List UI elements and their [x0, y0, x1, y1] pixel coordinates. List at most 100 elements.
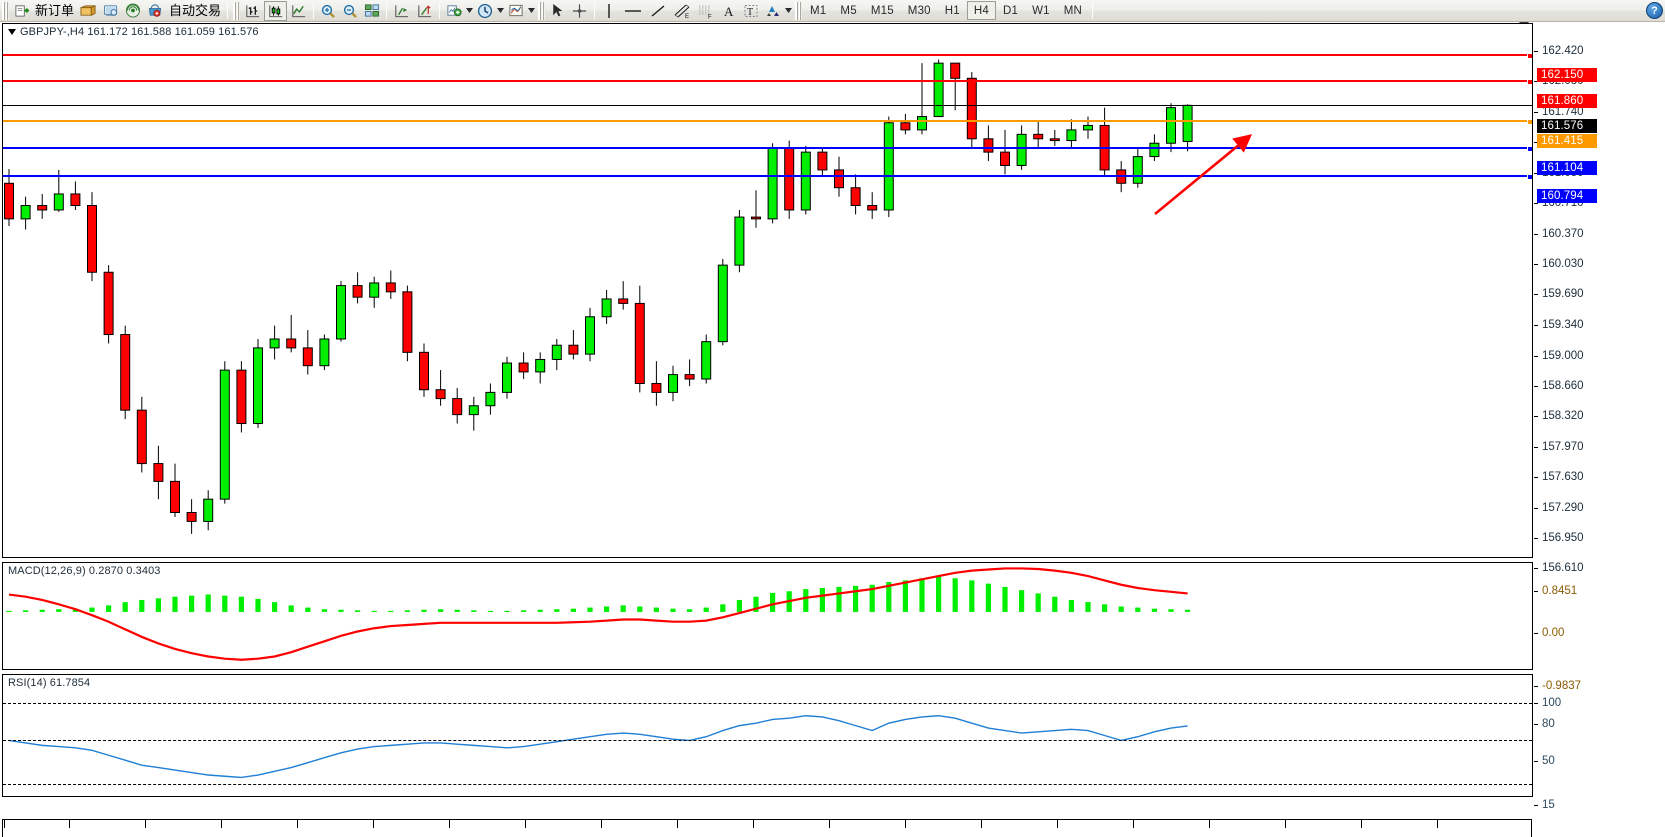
main-toolbar[interactable]: 新订单 自动交易: [0, 0, 1665, 22]
price-level-line-162.150[interactable]: [3, 53, 1532, 60]
text-label-icon[interactable]: T: [740, 1, 762, 21]
macd-label: MACD(12,26,9) 0.2870 0.3403: [8, 565, 161, 577]
price-level-tag-161.576[interactable]: 161.576: [1537, 119, 1597, 134]
time-gridline: [905, 820, 906, 828]
cursor-arrow-icon[interactable]: [546, 1, 568, 21]
bar-chart-icon[interactable]: [241, 1, 264, 21]
price-level-handle[interactable]: [1527, 79, 1532, 86]
price-tick: 162.420: [1534, 45, 1584, 57]
folder-icon[interactable]: [77, 1, 100, 21]
timeframe-group[interactable]: M1 M5 M15 M30 H1 H4 D1 W1 MN: [803, 1, 1089, 20]
help-badge[interactable]: ?: [1646, 2, 1663, 19]
time-gridline: [1361, 820, 1362, 828]
timeframe-m15[interactable]: M15: [870, 5, 894, 17]
price-level-line-161.415[interactable]: [3, 118, 1532, 125]
time-gridline: [753, 820, 754, 828]
toolbar-grip-4[interactable]: [795, 1, 803, 20]
rsi-plot: [8, 715, 1188, 779]
timeframe-d1[interactable]: D1: [1003, 5, 1019, 17]
crosshair-icon[interactable]: [568, 1, 591, 21]
templates-dropdown-arrow-icon[interactable]: [527, 8, 536, 13]
price-level-tag-161.860[interactable]: 161.860: [1537, 94, 1597, 109]
price-level-line-161.860[interactable]: [3, 79, 1532, 86]
horizontal-line-icon[interactable]: [620, 1, 646, 21]
timeframe-m5[interactable]: M5: [840, 5, 857, 17]
macd-pane[interactable]: MACD(12,26,9) 0.2870 0.3403: [2, 562, 1533, 670]
timeframe-h1[interactable]: H1: [944, 5, 960, 17]
shapes-dropdown-arrow-icon[interactable]: [784, 8, 793, 13]
price-tick: 159.340: [1534, 319, 1584, 331]
rsi-level-80: [3, 703, 1532, 705]
svg-text:F: F: [708, 14, 712, 20]
chart-area[interactable]: GBPJPY-,H4 161.172 161.588 161.059 161.5…: [0, 22, 1665, 837]
timeframe-m30[interactable]: M30: [907, 5, 931, 17]
price-pane[interactable]: GBPJPY-,H4 161.172 161.588 161.059 161.5…: [2, 23, 1533, 558]
price-level-line-160.794[interactable]: [3, 173, 1532, 180]
toolbar-separator-6: [1092, 2, 1094, 19]
terminal-icon[interactable]: [100, 1, 122, 21]
autotrading-label[interactable]: 自动交易: [169, 2, 222, 18]
toolbar-separator-3: [386, 2, 388, 19]
rsi-tick: 50: [1534, 755, 1555, 767]
timeframe-m1[interactable]: M1: [810, 5, 827, 17]
timeframe-w1[interactable]: W1: [1032, 5, 1050, 17]
toolbar-separator-1: [227, 2, 229, 19]
price-tick: 157.630: [1534, 471, 1584, 483]
macd-axis-divider: [1532, 562, 1533, 670]
price-level-handle[interactable]: [1527, 146, 1532, 153]
rsi-label: RSI(14) 61.7854: [8, 677, 91, 689]
price-axis-divider: [1532, 23, 1533, 558]
price-tick: 157.290: [1534, 502, 1584, 514]
price-tick: 156.610: [1534, 562, 1584, 574]
time-axis[interactable]: 31 Jan 20231 Feb 08:002 Feb 00:002 Feb 1…: [1, 819, 1532, 837]
toolbar-grip-2[interactable]: [233, 1, 241, 20]
fibonacci-retracement-icon[interactable]: F: [694, 1, 718, 21]
templates-icon[interactable]: [505, 1, 527, 21]
price-axis[interactable]: 162.420162.080161.740161.400161.050160.7…: [1534, 44, 1665, 581]
price-level-handle[interactable]: [1527, 53, 1532, 60]
new-order-icon[interactable]: [10, 1, 32, 21]
rsi-pane[interactable]: RSI(14) 61.7854: [2, 674, 1533, 797]
rsi-tick: 80: [1534, 718, 1555, 730]
add-indicator-icon[interactable]: [443, 1, 465, 21]
period-clock-icon[interactable]: [474, 1, 496, 21]
equidistant-channel-icon[interactable]: E: [670, 1, 694, 21]
price-level-handle[interactable]: [1527, 173, 1532, 180]
macd-tick: 0.00: [1534, 627, 1564, 639]
auto-scroll-icon[interactable]: [413, 1, 436, 21]
time-gridline: [525, 820, 526, 828]
time-gridline: [69, 820, 70, 828]
zoom-out-icon[interactable]: [339, 1, 361, 21]
price-level-tag-161.104[interactable]: 161.104: [1537, 161, 1597, 176]
shapes-arrows-icon[interactable]: [762, 1, 784, 21]
price-tick: 160.370: [1534, 228, 1584, 240]
price-level-handle[interactable]: [1527, 118, 1532, 125]
price-level-line-161.104[interactable]: [3, 146, 1532, 153]
price-tick: 160.030: [1534, 258, 1584, 270]
toolbar-grip-3[interactable]: [538, 1, 546, 20]
add-indicator-dropdown-arrow-icon[interactable]: [465, 8, 474, 13]
vertical-line-icon[interactable]: [598, 1, 620, 21]
period-dropdown-arrow-icon[interactable]: [496, 8, 505, 13]
timeframe-h4[interactable]: H4: [966, 1, 996, 20]
zoom-in-icon[interactable]: [317, 1, 339, 21]
collapse-caret-icon[interactable]: [8, 29, 16, 35]
svg-text:E: E: [685, 14, 689, 20]
line-chart-icon[interactable]: [287, 1, 310, 21]
price-level-line-161.576[interactable]: [3, 105, 1532, 107]
chart-symbol-header: GBPJPY-,H4 161.172 161.588 161.059 161.5…: [8, 26, 259, 38]
new-order-label[interactable]: 新订单: [35, 2, 75, 18]
signals-icon[interactable]: [122, 1, 144, 21]
tile-windows-icon[interactable]: [361, 1, 383, 21]
trendline-icon[interactable]: [646, 1, 670, 21]
candlestick-chart-icon[interactable]: [264, 0, 288, 21]
toolbar-separator-4: [439, 2, 441, 19]
chart-shift-icon[interactable]: [390, 1, 413, 21]
price-level-tag-162.150[interactable]: 162.150: [1537, 68, 1597, 83]
text-icon[interactable]: A: [718, 1, 740, 21]
price-level-tag-160.794[interactable]: 160.794: [1537, 188, 1597, 203]
toolbar-grip-1[interactable]: [2, 1, 9, 20]
market-icon[interactable]: [144, 1, 166, 21]
price-level-tag-161.415[interactable]: 161.415: [1537, 133, 1597, 148]
timeframe-mn[interactable]: MN: [1063, 5, 1083, 17]
